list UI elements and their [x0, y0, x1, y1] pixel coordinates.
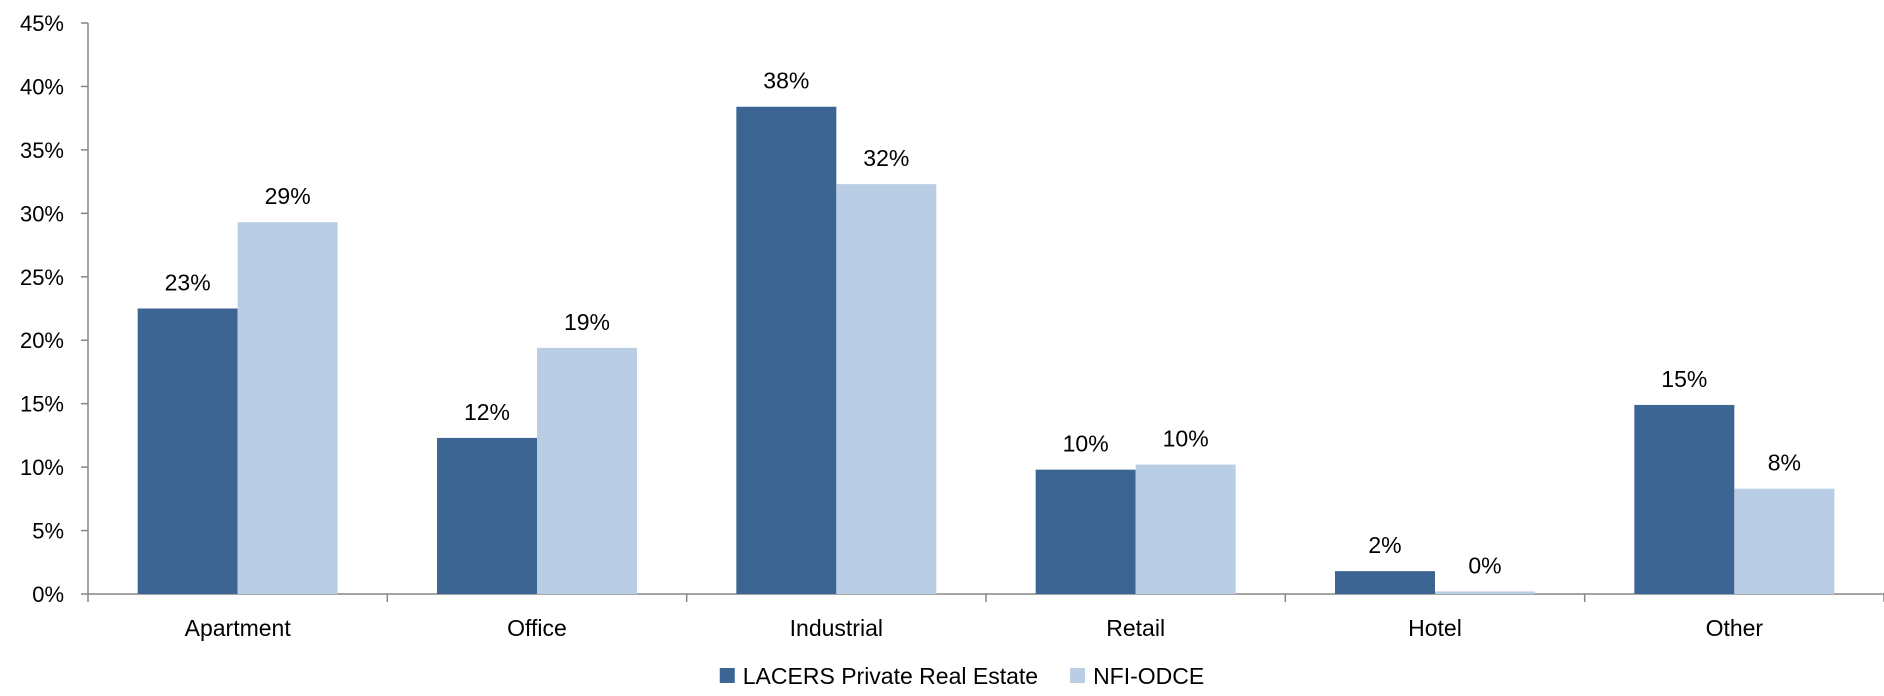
y-tick-label: 0%	[32, 582, 64, 607]
data-label: 19%	[564, 309, 610, 335]
x-tick-label: Hotel	[1408, 615, 1462, 641]
x-tick-label: Office	[507, 615, 567, 641]
y-tick-label: 30%	[20, 201, 64, 226]
x-tick-label: Other	[1706, 615, 1764, 641]
bar	[437, 437, 537, 594]
x-tick-label: Retail	[1106, 615, 1165, 641]
y-tick-label: 35%	[20, 138, 64, 163]
bar	[1135, 464, 1236, 594]
bars	[137, 106, 1835, 594]
legend-label: NFI-ODCE	[1093, 663, 1204, 689]
data-label: 29%	[265, 183, 311, 209]
data-label: 32%	[863, 145, 909, 171]
bar	[1335, 571, 1435, 594]
legend-label: LACERS Private Real Estate	[743, 663, 1038, 689]
y-tick-label: 5%	[32, 519, 64, 544]
bar	[836, 184, 937, 594]
data-label: 12%	[464, 399, 510, 425]
bar	[1435, 591, 1535, 594]
data-label: 38%	[763, 68, 809, 94]
y-tick-label: 20%	[20, 328, 64, 353]
data-label: 2%	[1368, 532, 1401, 558]
x-tick-label: Apartment	[185, 615, 292, 641]
data-label: 0%	[1468, 552, 1501, 578]
legend: LACERS Private Real Estate NFI-ODCE	[719, 663, 1204, 689]
bar	[1734, 488, 1835, 594]
data-label: 10%	[1063, 431, 1109, 457]
bar	[137, 308, 238, 594]
axes: 0% 5% 10% 15% 20% 25% 30% 35% 40% 45% Apartment Off…	[20, 11, 1884, 641]
bar	[1634, 404, 1735, 594]
bar	[736, 106, 837, 594]
y-tick-label: 40%	[20, 74, 64, 99]
bar	[237, 222, 338, 594]
data-label: 23%	[165, 270, 211, 296]
legend-swatch	[1070, 668, 1086, 683]
y-tick-label: 15%	[20, 392, 64, 417]
data-labels: 23% 29% 12% 19% 38% 32% 10% 10% 2% 0% 15% 8%	[165, 68, 1801, 579]
legend-swatch	[719, 668, 735, 683]
y-tick-label: 10%	[20, 455, 64, 480]
bar	[537, 347, 637, 594]
data-label: 10%	[1163, 426, 1209, 452]
x-tick-label: Industrial	[790, 615, 883, 641]
data-label: 8%	[1768, 450, 1801, 476]
y-tick-label: 25%	[20, 265, 64, 290]
bar	[1035, 469, 1136, 594]
data-label: 15%	[1661, 366, 1707, 392]
y-tick-label: 45%	[20, 11, 64, 36]
